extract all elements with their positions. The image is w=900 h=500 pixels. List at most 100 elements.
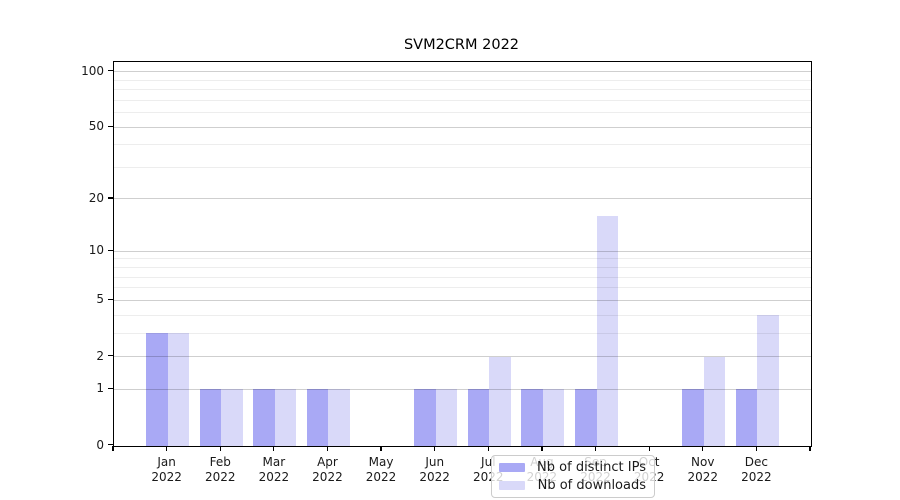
bar-nb-of-distinct-ips-apr [306,389,329,446]
x-tick-label-feb: Feb 2022 [190,455,250,485]
x-tick-label-nov: Nov 2022 [673,455,733,485]
x-tick-mark-7 [487,446,489,451]
y-tick-label-0: 0 [96,437,104,452]
x-tick-year-jan: 2022 [151,469,182,484]
x-tick-mark-2 [219,446,221,451]
y-tick-label-5: 5 [96,292,104,307]
x-tick-month-may: May [368,454,394,469]
x-tick-month-apr: Apr [317,454,338,469]
y-tick-mark-2 [108,355,113,357]
gridline-minor-7 [114,276,811,278]
x-tick-mark-3 [273,446,275,451]
chart-title: SVM2CRM 2022 [403,37,520,53]
y-tick-label-20: 20 [88,190,104,205]
gridline-minor-90 [114,79,811,81]
x-tick-month-feb: Feb [209,454,231,469]
legend-label-distinct-ips: Nb of distinct IPs [537,460,646,476]
y-tick-mark-50 [108,125,113,127]
bar-nb-of-distinct-ips-aug [521,389,543,446]
y-tick-label-100: 100 [81,63,104,78]
x-tick-label-dec: Dec 2022 [726,455,786,485]
legend-swatch-downloads [499,480,525,490]
gridline-major-20 [114,198,811,200]
gridline-minor-30 [114,166,811,168]
bar-nb-of-downloads-aug [542,389,565,446]
x-tick-year-mar: 2022 [258,469,290,484]
bar-nb-of-downloads-nov [703,356,726,446]
bar-nb-of-distinct-ips-feb [199,389,222,446]
x-tick-mark-13 [809,446,811,451]
x-tick-mark-5 [380,446,382,451]
x-tick-month-jun: Jun [425,454,445,469]
gridline-major-10 [114,250,811,252]
legend-item-downloads: Nb of downloads [499,477,646,494]
x-tick-year-feb: 2022 [204,469,236,484]
gridline-minor-3 [114,332,811,334]
y-tick-mark-5 [108,298,113,301]
y-tick-mark-1 [108,387,113,390]
x-tick-mark-0 [112,446,114,451]
bar-nb-of-distinct-ips-jan [146,333,168,446]
bar-nb-of-downloads-dec [757,315,779,446]
y-tick-label-10: 10 [88,243,104,258]
y-tick-label-50: 50 [88,119,104,133]
legend: Nb of distinct IPs Nb of downloads [491,455,655,498]
x-tick-month-dec: Dec [744,454,768,469]
x-tick-month-mar: Mar [262,454,286,469]
bar-nb-of-distinct-ips-sep [575,389,597,446]
gridline-minor-8 [114,267,811,269]
gridline-major-100 [114,71,811,73]
x-tick-label-jun: Jun 2022 [405,455,465,485]
x-tick-year-nov: 2022 [687,469,719,484]
bar-nb-of-downloads-sep [596,216,619,446]
bar-nb-of-downloads-apr [328,389,350,446]
gridline-minor-60 [114,112,811,113]
x-tick-month-jan: Jan [157,454,176,469]
x-tick-mark-8 [541,446,543,451]
gridline-major-5 [114,299,811,301]
gridline-major-50 [114,126,811,128]
gridline-minor-4 [114,314,811,316]
x-tick-month-nov: Nov [691,454,715,469]
x-tick-year-jun: 2022 [419,469,450,484]
bar-nb-of-downloads-jun [435,389,458,446]
legend-label-downloads: Nb of downloads [537,477,646,493]
x-tick-mark-4 [326,446,329,451]
plot-area: Nb of distinct IPs Nb of downloads [113,61,812,498]
bar-nb-of-downloads-mar [274,389,297,446]
x-tick-label-apr: Apr 2022 [297,455,357,485]
gridline-minor-9 [114,258,811,260]
gridline-minor-80 [114,89,811,91]
x-tick-mark-11 [702,446,704,451]
gridline-minor-70 [114,99,811,101]
y-tick-mark-20 [108,197,113,199]
bar-nb-of-distinct-ips-nov [682,389,704,446]
bar-nb-of-downloads-feb [221,389,243,446]
legend-swatch-distinct-ips [499,463,525,473]
gridline-minor-6 [114,287,811,289]
y-tick-mark-100 [108,70,113,72]
bar-nb-of-downloads-jul [489,356,511,446]
y-tick-label-1: 1 [96,381,104,396]
x-tick-mark-12 [755,446,758,451]
legend-item-distinct-ips: Nb of distinct IPs [499,459,646,476]
bar-nb-of-downloads-jan [167,333,190,446]
gridline-minor-40 [114,144,811,146]
bar-nb-of-distinct-ips-dec [735,389,758,446]
bar-nb-of-distinct-ips-jul [467,389,490,446]
y-tick-label-2: 2 [96,348,104,363]
x-tick-year-dec: 2022 [741,469,772,484]
bar-nb-of-distinct-ips-jun [414,389,436,446]
x-tick-year-may: 2022 [365,469,397,484]
x-tick-label-mar: Mar 2022 [244,455,304,485]
x-tick-mark-10 [648,446,650,451]
y-tick-mark-10 [108,249,113,252]
bar-nb-of-distinct-ips-mar [253,389,275,446]
x-tick-year-apr: 2022 [312,469,343,484]
x-tick-label-jan: Jan 2022 [137,455,197,485]
x-tick-mark-1 [165,446,168,451]
x-tick-mark-6 [434,446,436,451]
x-tick-label-may: May 2022 [351,455,411,485]
y-tick-mark-0 [108,444,113,446]
